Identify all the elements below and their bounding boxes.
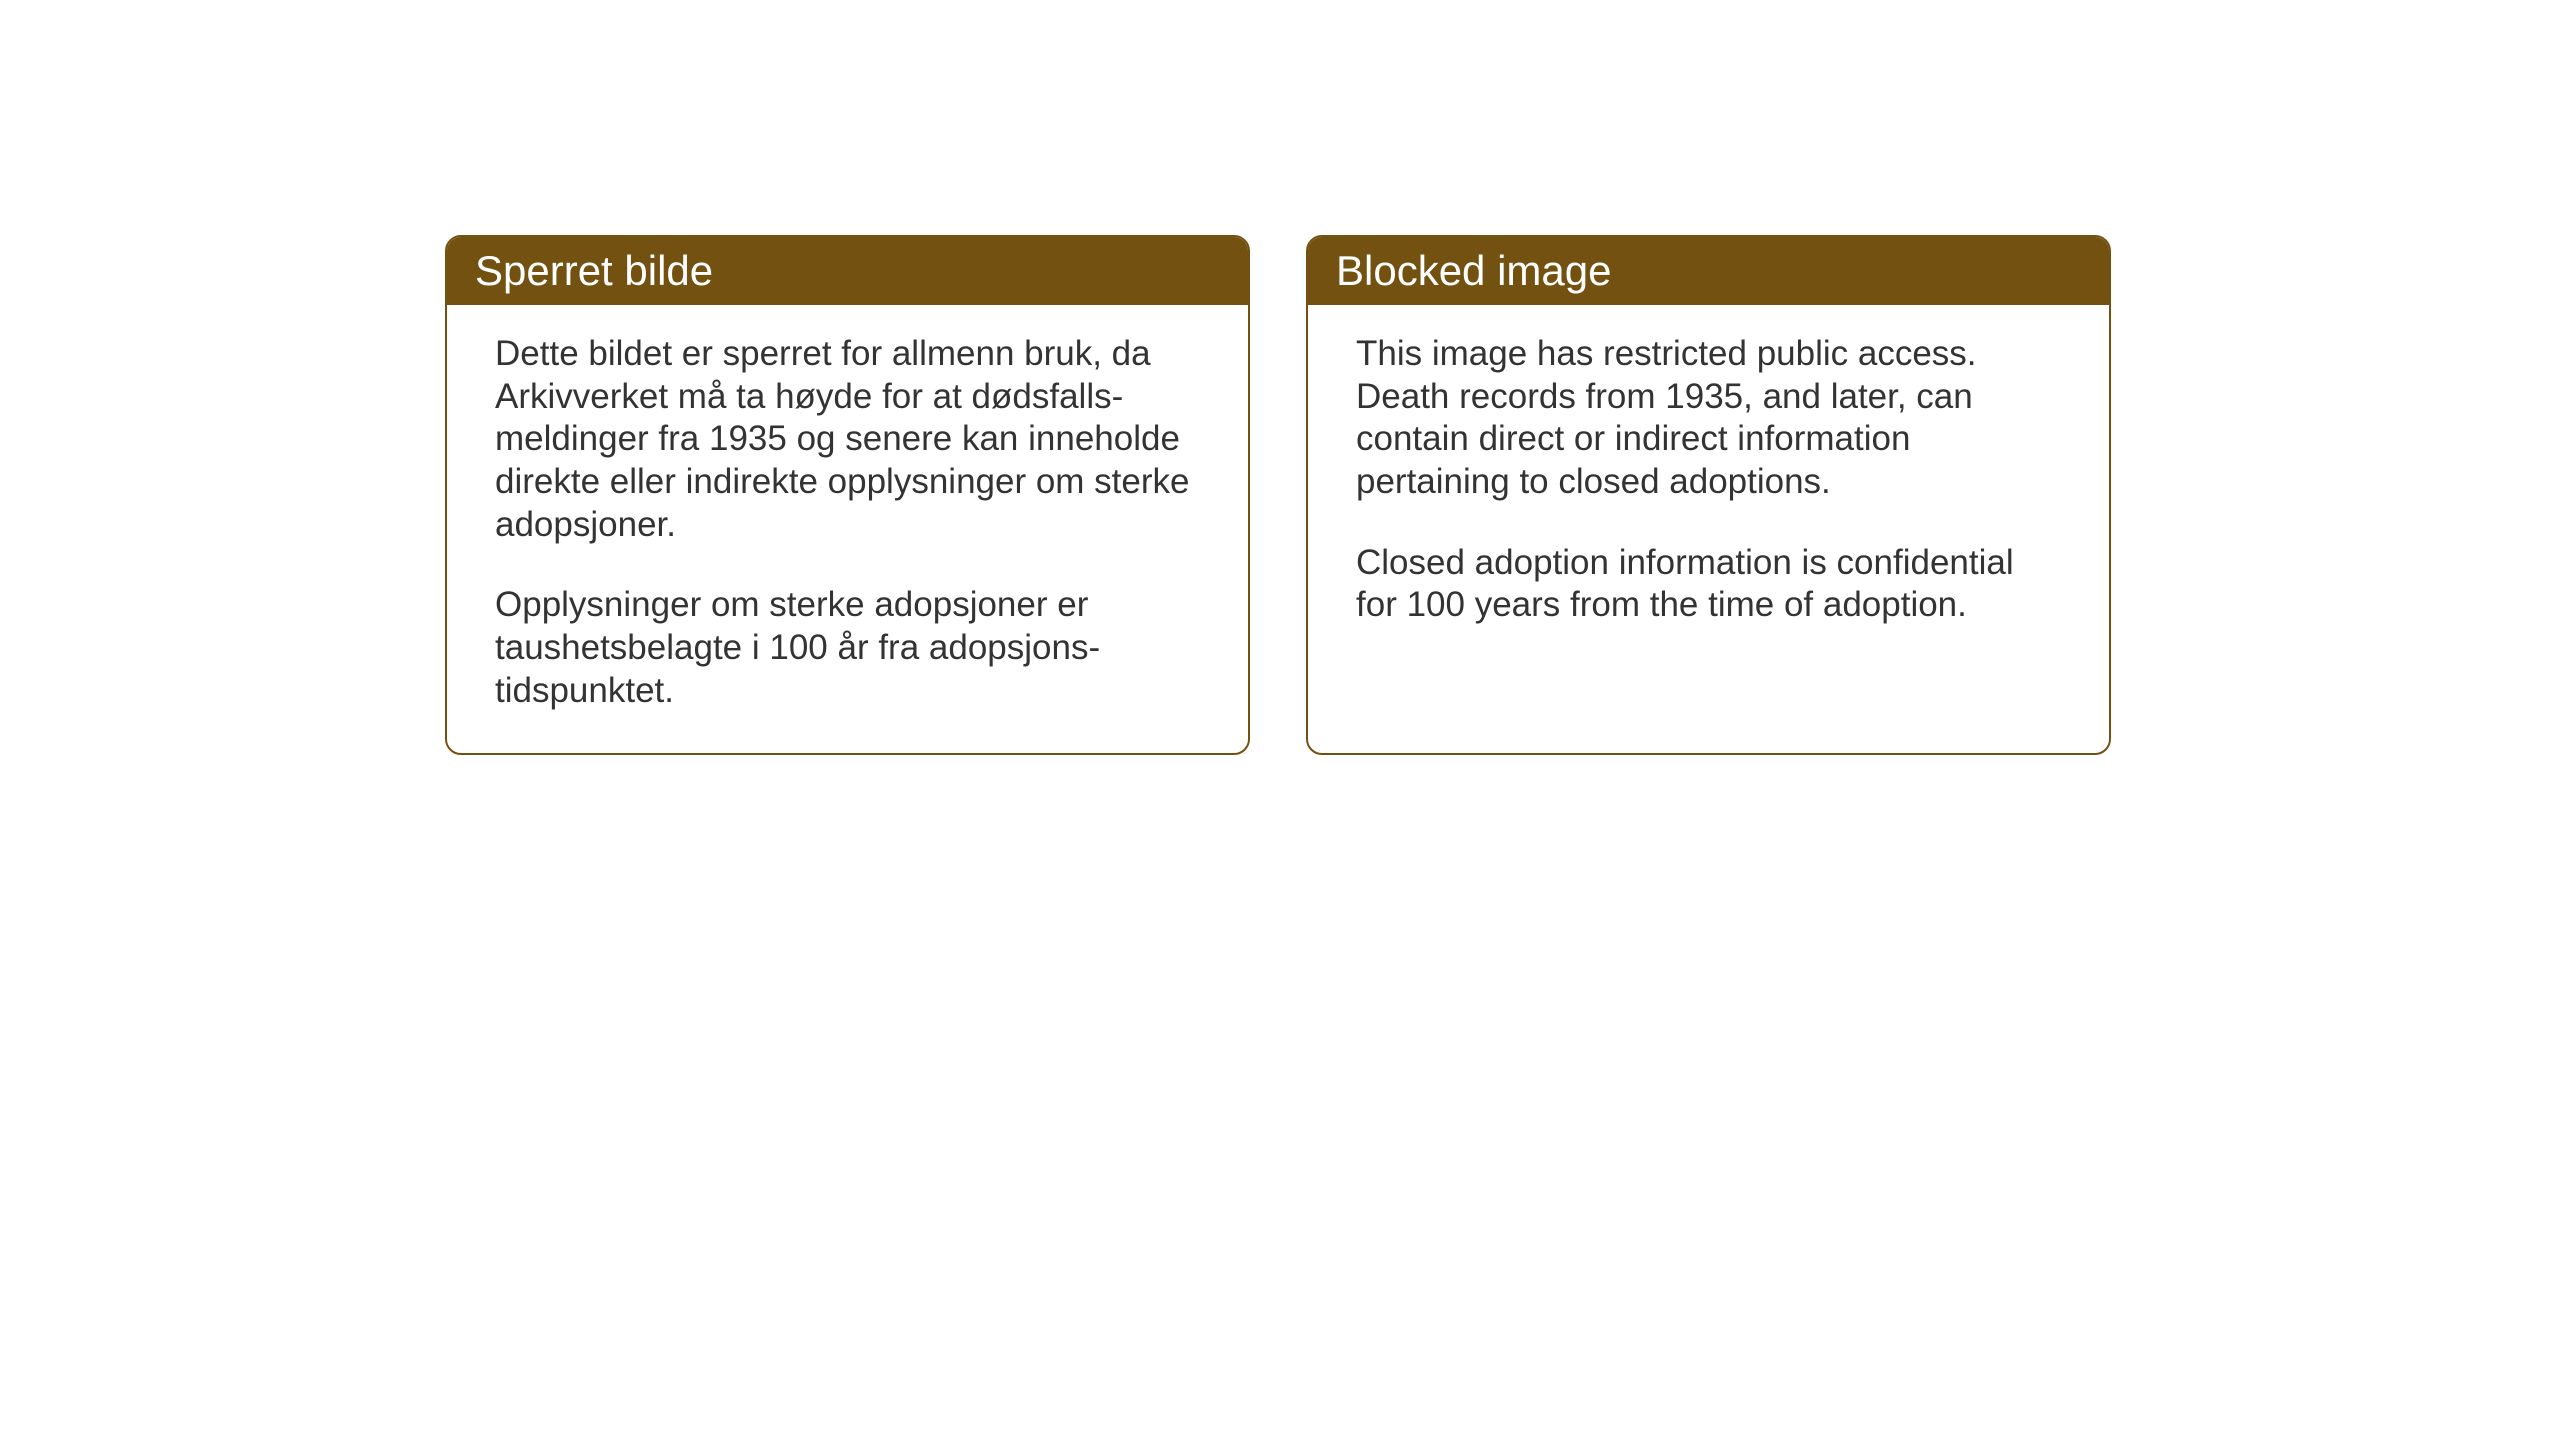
card-body-norwegian: Dette bildet er sperret for allmenn bruk… xyxy=(447,305,1248,753)
paragraph-1-english: This image has restricted public access.… xyxy=(1356,333,2061,504)
paragraph-2-english: Closed adoption information is confident… xyxy=(1356,542,2061,627)
paragraph-2-norwegian: Opplysninger om sterke adopsjoner er tau… xyxy=(495,584,1200,712)
card-norwegian: Sperret bilde Dette bildet er sperret fo… xyxy=(445,235,1250,755)
card-header-english: Blocked image xyxy=(1308,237,2109,305)
card-header-norwegian: Sperret bilde xyxy=(447,237,1248,305)
paragraph-1-norwegian: Dette bildet er sperret for allmenn bruk… xyxy=(495,333,1200,546)
card-body-english: This image has restricted public access.… xyxy=(1308,305,2109,667)
cards-container: Sperret bilde Dette bildet er sperret fo… xyxy=(445,235,2111,755)
card-english: Blocked image This image has restricted … xyxy=(1306,235,2111,755)
